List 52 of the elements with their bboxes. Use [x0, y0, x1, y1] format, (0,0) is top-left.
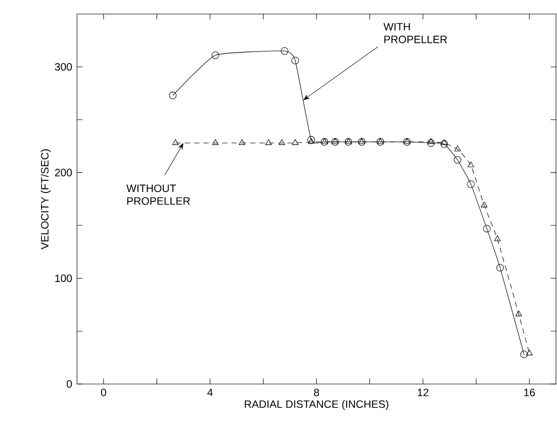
point: [520, 350, 528, 358]
point: [321, 138, 328, 144]
point: [358, 138, 366, 146]
point: [292, 139, 298, 145]
point: [376, 138, 384, 146]
point: [377, 138, 384, 144]
point: [440, 140, 448, 148]
x-tick-label: 12: [418, 388, 428, 396]
point: [403, 138, 411, 146]
point: [345, 138, 352, 144]
point: [344, 138, 352, 146]
point: [494, 235, 501, 242]
point: [515, 310, 522, 316]
y-axis-title: VELOCITY (FT/SEC): [40, 149, 51, 250]
y-tick-label: 100: [55, 274, 72, 282]
point: [428, 138, 434, 144]
point: [238, 139, 246, 145]
point: [358, 138, 366, 144]
point: [307, 136, 315, 144]
x-tick-label: 0: [101, 388, 106, 396]
point: [440, 139, 448, 145]
point: [480, 202, 488, 208]
point: [332, 138, 338, 144]
annotation: WITHOUT PROPELLER: [126, 184, 190, 205]
point: [265, 139, 272, 145]
point: [331, 138, 339, 146]
y-tick-label: 200: [55, 168, 72, 176]
point: [526, 350, 533, 356]
x-axis-title: RADIAL DISTANCE (INCHES): [244, 400, 388, 410]
x-tick-label: 8: [314, 388, 319, 396]
x-tick-label: 16: [524, 388, 535, 396]
point: [320, 138, 328, 146]
y-tick-label: 0: [66, 380, 72, 388]
point: [468, 161, 474, 168]
point: [212, 51, 220, 59]
point: [212, 139, 219, 145]
point: [278, 139, 286, 145]
point: [427, 139, 435, 147]
annotation: WITH PROPELLER: [384, 23, 447, 44]
point: [308, 138, 314, 144]
point: [454, 156, 462, 164]
point: [454, 146, 461, 152]
x-tick-label: 4: [207, 388, 213, 396]
point: [280, 47, 288, 55]
point: [169, 92, 177, 100]
point: [404, 138, 410, 144]
point: [467, 180, 475, 188]
y-tick-label: 300: [54, 63, 72, 71]
point: [496, 264, 504, 272]
point: [291, 56, 299, 64]
point: [483, 224, 491, 232]
point: [172, 139, 179, 145]
